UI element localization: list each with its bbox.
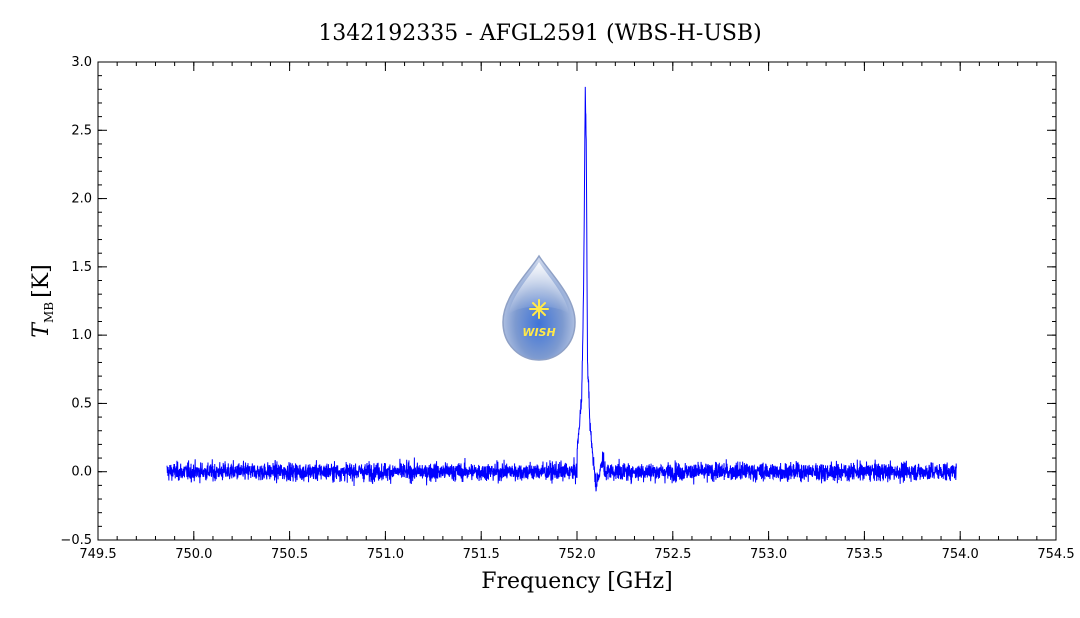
x-tick-label: 752.0 [558, 547, 595, 562]
axis-ticks: 749.5 750.0 750.5 751.0 751.5 752.0 752.5 753.0… [60, 55, 1074, 562]
x-tick-label: 749.5 [79, 547, 116, 562]
y-tick-label: 0.0 [71, 465, 92, 480]
y-tick-label: 0.5 [71, 396, 92, 411]
star-icon [529, 299, 549, 319]
y-axis-symbol: T [29, 321, 54, 338]
x-tick-label: 750.0 [175, 547, 212, 562]
y-axis-subscript: MB [42, 302, 56, 323]
y-tick-label: −0.5 [60, 533, 92, 548]
y-tick-label: 2.5 [71, 123, 92, 138]
drop-shine [509, 262, 569, 314]
y-tick-label: 1.5 [71, 260, 92, 275]
logo-text: WISH [522, 326, 555, 339]
y-tick-label: 3.0 [71, 55, 92, 70]
x-tick-label: 752.5 [654, 547, 691, 562]
y-tick-label: 2.0 [71, 192, 92, 207]
series-group [166, 86, 957, 492]
x-tick-label: 754.5 [1037, 547, 1074, 562]
x-tick-label: 750.5 [271, 547, 308, 562]
x-tick-label: 753.5 [846, 547, 883, 562]
x-tick-label: 754.0 [942, 547, 979, 562]
chart-title: 1342192335 - AFGL2591 (WBS-H-USB) [318, 21, 761, 46]
x-tick-label: 751.5 [463, 547, 500, 562]
y-axis-unit: [K] [29, 264, 54, 298]
x-axis-label: Frequency [GHz] [481, 569, 673, 594]
x-tick-label: 753.0 [750, 547, 787, 562]
logo: WISH [502, 254, 576, 361]
spectrum-line [166, 86, 957, 492]
x-tick-label: 751.0 [367, 547, 404, 562]
plot-area: 749.5 750.0 750.5 751.0 751.5 752.0 752.5 753.0… [60, 55, 1074, 562]
y-axis-label: TMB [K] [29, 264, 56, 337]
y-tick-label: 1.0 [71, 328, 92, 343]
